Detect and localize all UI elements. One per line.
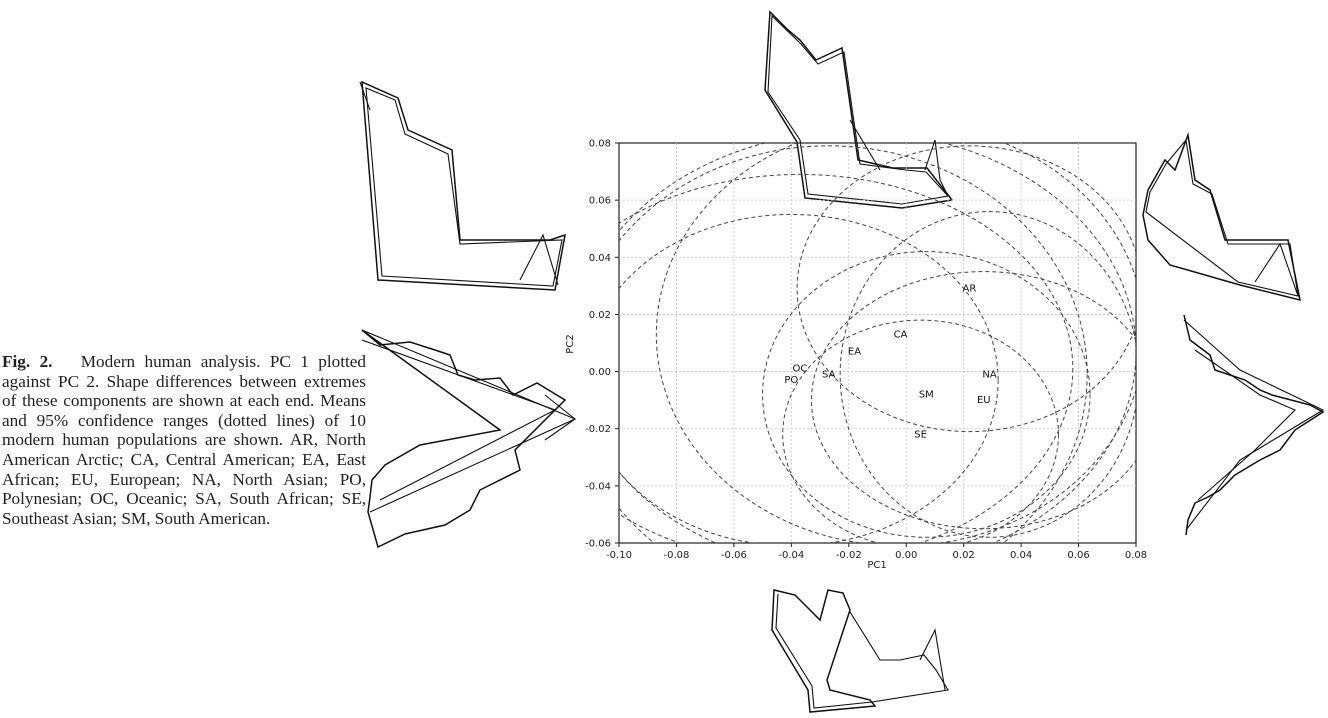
figure-label: Fig. 2. bbox=[2, 352, 53, 371]
gridlines bbox=[619, 143, 1136, 543]
confidence-ellipse-ar bbox=[796, 145, 1136, 433]
plot-frame bbox=[618, 142, 1137, 544]
y-tick-label: 0.06 bbox=[589, 196, 611, 207]
shape-outline-right-bottom bbox=[1183, 314, 1325, 536]
x-tick-label: 0.08 bbox=[1125, 550, 1147, 561]
population-label-se: SE bbox=[914, 429, 927, 440]
x-tick-label: -0.06 bbox=[721, 550, 747, 561]
confidence-ellipse-se bbox=[782, 319, 1059, 543]
population-label-ca: CA bbox=[894, 329, 908, 340]
y-tick-label: -0.06 bbox=[585, 539, 611, 550]
confidence-ellipse-sm bbox=[762, 251, 1091, 538]
y-axis-label: PC2 bbox=[565, 334, 576, 353]
x-tick-label: -0.08 bbox=[664, 550, 690, 561]
x-tick-label: -0.02 bbox=[836, 550, 862, 561]
shape-outline-left-bottom bbox=[361, 329, 577, 549]
shape-outline-right-top bbox=[1142, 132, 1301, 302]
x-tick-label: 0.04 bbox=[1010, 550, 1032, 561]
x-tick-label: -0.10 bbox=[606, 550, 632, 561]
shape-outline-left-top bbox=[359, 80, 566, 291]
x-tick-label: 0.06 bbox=[1067, 550, 1089, 561]
caption-text: Modern human analysis. PC 1 plotted agai… bbox=[2, 352, 367, 528]
population-label-sa: SA bbox=[822, 369, 836, 380]
confidence-ellipse-sa bbox=[619, 145, 1088, 543]
x-tick-label: 0.02 bbox=[953, 550, 975, 561]
confidence-ellipse-ca bbox=[655, 143, 1136, 543]
y-tick-label: 0.08 bbox=[589, 139, 611, 150]
y-tick-label: 0.00 bbox=[589, 367, 611, 378]
population-label-sm: SM bbox=[919, 389, 934, 400]
population-label-na: NA bbox=[982, 369, 996, 380]
y-tick-label: 0.04 bbox=[589, 253, 611, 264]
population-label-oc: OC bbox=[793, 364, 808, 375]
figure-caption: Fig. 2. Modern human analysis. PC 1 plot… bbox=[2, 352, 366, 528]
x-axis-ticks: -0.10 -0.08 -0.06 -0.04 -0.02 0.00 0.02 0.04 0.0… bbox=[606, 543, 1147, 561]
confidence-ellipse-po bbox=[619, 213, 999, 543]
population-label-po: PO bbox=[784, 375, 798, 386]
y-tick-label: -0.04 bbox=[585, 481, 611, 492]
population-label-ar: AR bbox=[963, 284, 977, 295]
y-tick-label: -0.02 bbox=[585, 424, 611, 435]
y-axis-ticks: -0.06 -0.04 -0.02 0.00 0.02 0.04 0.06 0.08 bbox=[585, 139, 619, 550]
confidence-ellipse-na bbox=[839, 211, 1136, 538]
x-tick-label: 0.00 bbox=[895, 550, 917, 561]
population-label-ea: EA bbox=[848, 347, 861, 358]
population-label-eu: EU bbox=[977, 395, 991, 406]
x-tick-label: -0.04 bbox=[778, 550, 804, 561]
y-tick-label: 0.02 bbox=[589, 310, 611, 321]
x-axis-label: PC1 bbox=[867, 560, 886, 571]
confidence-ellipses bbox=[619, 143, 1136, 543]
shape-outline-bottom bbox=[771, 589, 949, 713]
shape-outline-top bbox=[764, 10, 954, 209]
confidence-ellipse-oc bbox=[619, 173, 1074, 543]
